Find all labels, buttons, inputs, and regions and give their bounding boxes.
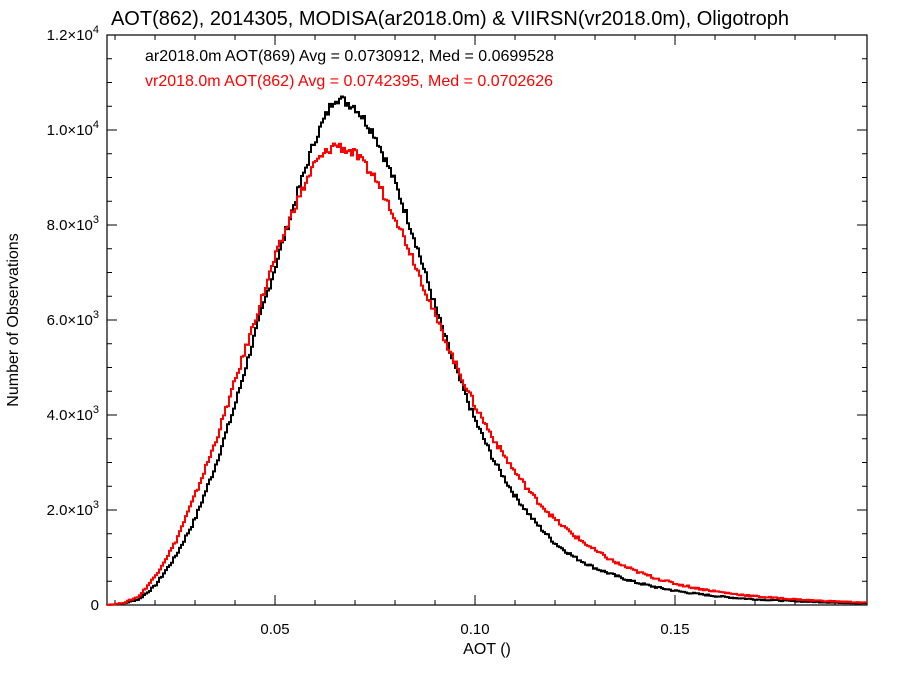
- y-tick-label: 6.0×103: [47, 309, 99, 329]
- x-axis-label: AOT (): [463, 641, 511, 658]
- y-axis-label: Number of Observations: [5, 233, 22, 406]
- legend-entry-1: ar2018.0m AOT(869) Avg = 0.0730912, Med …: [145, 48, 554, 65]
- histogram-series-2: [106, 142, 867, 606]
- y-tick-label: 0: [91, 597, 99, 614]
- histogram-series-1: [106, 95, 867, 606]
- y-tick-label: 4.0×103: [47, 404, 99, 424]
- chart-title: AOT(862), 2014305, MODISA(ar2018.0m) & V…: [111, 8, 789, 30]
- x-tick-label: 0.10: [460, 621, 489, 638]
- plot-area: 0.05 0.10 0.15 0 2.0×103 4.0×103 6.0×103 8.0×10…: [47, 24, 868, 638]
- legend-entry-2: vr2018.0m AOT(862) Avg = 0.0742395, Med …: [145, 73, 553, 90]
- y-tick-label: 2.0×103: [47, 499, 99, 519]
- y-tick-label: 1.2×104: [47, 24, 99, 44]
- y-tick-label: 1.0×104: [47, 119, 99, 139]
- x-tick-label: 0.15: [660, 621, 689, 638]
- x-tick-label: 0.05: [260, 621, 289, 638]
- plot-frame: [106, 34, 868, 606]
- y-tick-label: 8.0×103: [47, 214, 99, 234]
